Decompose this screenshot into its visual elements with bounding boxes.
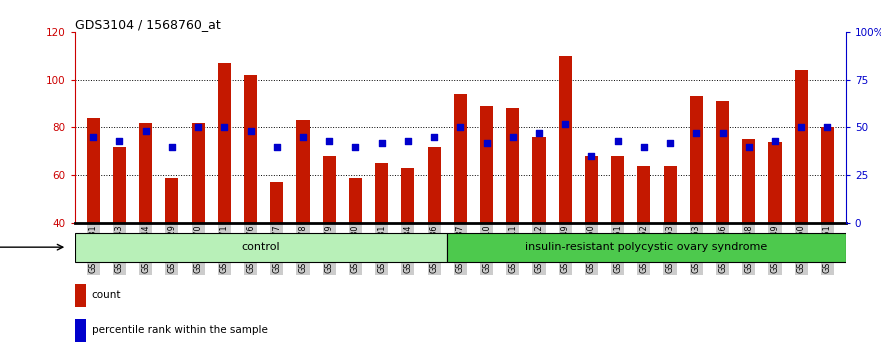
Point (559, 121, 573, 126)
Point (584, 153, 598, 159)
Bar (821, 127, 834, 223)
FancyBboxPatch shape (75, 234, 447, 262)
Point (532, 130, 546, 136)
Point (191, 125, 205, 130)
Bar (402, 168, 414, 223)
Point (322, 138, 337, 144)
Point (348, 144, 362, 149)
Bar (795, 70, 808, 223)
Point (663, 140, 677, 145)
Bar (270, 182, 284, 223)
Point (506, 134, 520, 140)
Bar (480, 106, 493, 223)
Point (374, 140, 389, 145)
Point (689, 130, 703, 136)
Point (820, 125, 834, 130)
Text: count: count (92, 290, 122, 301)
Text: insulin-resistant polycystic ovary syndrome: insulin-resistant polycystic ovary syndr… (525, 242, 767, 252)
FancyBboxPatch shape (447, 234, 846, 262)
Point (454, 125, 468, 130)
Bar (611, 156, 625, 223)
Point (794, 125, 808, 130)
Bar (322, 156, 336, 223)
Bar (427, 147, 440, 223)
Bar (75, 284, 86, 307)
Text: GDS3104 / 1568760_at: GDS3104 / 1568760_at (75, 18, 220, 31)
Bar (454, 94, 467, 223)
Bar (86, 118, 100, 223)
Bar (716, 101, 729, 223)
Bar (375, 163, 389, 223)
Bar (637, 166, 650, 223)
Point (768, 138, 782, 144)
Bar (75, 319, 86, 342)
Bar (585, 156, 598, 223)
Point (113, 138, 127, 144)
Bar (349, 178, 362, 223)
Point (218, 125, 232, 130)
Bar (244, 75, 257, 223)
Point (715, 130, 729, 136)
Bar (218, 63, 231, 223)
Text: percentile rank within the sample: percentile rank within the sample (92, 325, 268, 335)
Point (401, 138, 415, 144)
Point (479, 140, 493, 145)
Point (427, 134, 441, 140)
Point (611, 138, 625, 144)
Bar (296, 120, 309, 223)
Bar (742, 139, 755, 223)
Point (742, 144, 756, 149)
Bar (507, 108, 519, 223)
Point (637, 144, 651, 149)
Bar (166, 178, 179, 223)
Text: control: control (241, 242, 280, 252)
Bar (532, 137, 545, 223)
Point (165, 144, 179, 149)
Point (138, 129, 152, 134)
Bar (113, 147, 126, 223)
Bar (690, 96, 703, 223)
Point (270, 144, 284, 149)
Point (243, 129, 257, 134)
Bar (139, 123, 152, 223)
Point (86, 134, 100, 140)
Bar (768, 142, 781, 223)
Bar (663, 166, 677, 223)
Point (296, 134, 310, 140)
Bar (191, 123, 204, 223)
Bar (559, 56, 572, 223)
